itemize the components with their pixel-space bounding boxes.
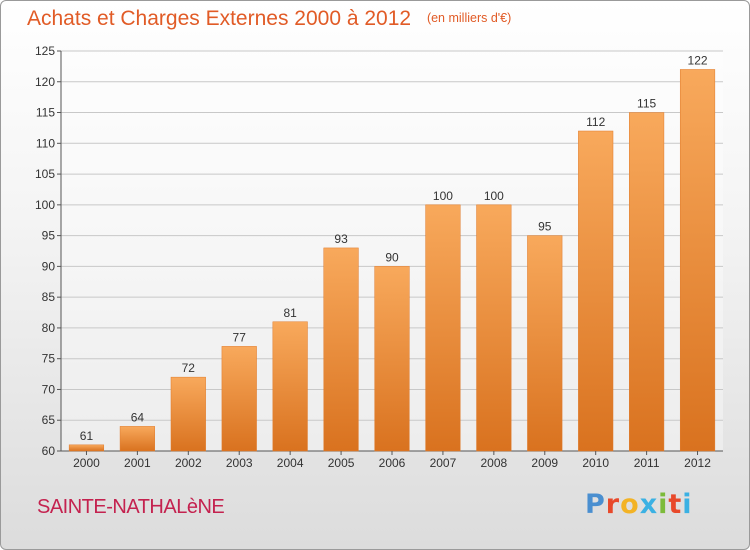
data-label: 115 [637,97,656,111]
chart-title-text: Achats et Charges Externes 2000 à 2012 [27,7,412,30]
chart-title: Achats et Charges Externes 2000 à 2012 (… [27,7,511,31]
y-tick-label: 65 [42,413,56,427]
y-tick-label: 70 [42,382,56,396]
y-tick-label: 90 [42,259,56,273]
data-label: 72 [182,361,196,375]
x-tick-label: 2007 [430,456,457,470]
x-tick-label: 2005 [328,456,355,470]
bar [170,376,206,452]
y-tick-label: 105 [35,167,55,181]
y-tick-label: 100 [35,198,55,212]
bar [527,235,563,452]
brand-letter: x [639,489,659,520]
x-tick-label: 2001 [124,456,151,470]
x-tick-label: 2000 [73,456,100,470]
x-tick-label: 2006 [379,456,406,470]
data-label: 95 [538,220,552,234]
brand-letter: P [585,489,606,520]
bar [374,266,410,452]
brand-letter: i [658,489,669,520]
brand-logo: Proxiti [585,489,693,520]
bar [578,130,614,452]
brand-letter: t [668,489,683,520]
brand-letter: o [620,489,640,520]
data-label: 81 [283,306,297,320]
x-tick-label: 2004 [277,456,304,470]
x-tick-label: 2010 [582,456,609,470]
y-tick-label: 80 [42,321,56,335]
x-tick-label: 2011 [634,456,660,470]
x-tick-label: 2009 [531,456,558,470]
y-tick-label: 115 [36,106,55,120]
bar [476,204,512,452]
x-tick-label: 2002 [175,456,202,470]
data-label: 122 [688,53,708,67]
data-label: 77 [233,330,247,344]
town-name: SAINTE-NATHALèNE [37,496,225,518]
data-label: 100 [433,189,453,203]
bar [425,204,461,452]
data-label: 100 [484,189,504,203]
brand-letter: i [682,489,693,520]
data-label: 93 [334,232,348,246]
y-tick-label: 75 [42,352,56,366]
x-tick-label: 2003 [226,456,253,470]
data-label: 64 [131,410,145,424]
bar [629,112,665,452]
bar [323,247,359,452]
bar [68,444,105,452]
y-tick-label: 95 [42,229,56,243]
y-tick-label: 60 [42,444,56,458]
chart-unit: (en milliers d'€) [426,11,512,25]
x-tick-label: 2008 [480,456,507,470]
data-label: 90 [385,250,399,264]
data-label: 112 [586,115,605,129]
bar [679,69,716,452]
bar [272,321,308,452]
y-tick-label: 85 [42,290,56,304]
y-tick-label: 110 [36,136,55,150]
y-tick-label: 125 [35,44,55,58]
bar [119,426,155,452]
y-tick-label: 120 [35,75,55,89]
brand-letter: r [605,489,621,520]
bar [221,346,257,452]
x-tick-label: 2012 [684,456,711,470]
data-label: 61 [80,429,94,443]
